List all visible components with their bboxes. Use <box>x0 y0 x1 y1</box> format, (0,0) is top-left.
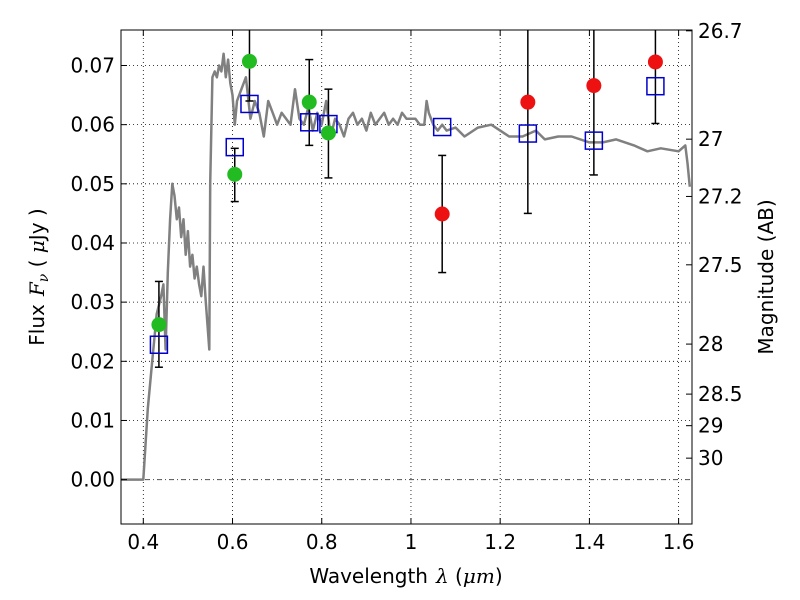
y-tick-label: 0.02 <box>70 349 115 373</box>
y2-axis-label: Magnitude (AB) <box>754 199 778 354</box>
model-point <box>518 124 538 143</box>
model-point <box>646 76 665 96</box>
model-point <box>240 94 259 114</box>
y-axis-label-subscript: ν <box>36 273 52 282</box>
nir-point <box>586 78 602 94</box>
nir-point <box>647 54 663 70</box>
y-axis-label-symbol: F <box>25 281 49 297</box>
mag-tick-label: 29 <box>698 414 723 438</box>
spectrum-line <box>121 52 692 481</box>
y-tick-label: 0.06 <box>70 113 115 137</box>
optical-point <box>320 125 336 141</box>
x-tick-label: 1 <box>405 530 418 554</box>
y-tick-label: 0.01 <box>70 408 115 432</box>
x-tick-label: 1.6 <box>663 530 695 554</box>
nir-point <box>434 206 450 222</box>
mag-tick-label: 30 <box>698 446 723 470</box>
mag-tick-label: 28 <box>698 332 723 356</box>
mag-tick-label: 27.5 <box>698 253 743 277</box>
optical-point <box>227 166 243 182</box>
x-tick-label: 0.8 <box>306 530 338 554</box>
model-point <box>149 335 169 354</box>
x-tick-label: 1.2 <box>484 530 516 554</box>
x-axis-label-unit-open: ( <box>449 564 463 588</box>
mag-tick-label: 28.5 <box>698 382 743 406</box>
y-tick-label: 0.00 <box>70 468 115 492</box>
mag-tick-label: 27.2 <box>698 184 743 208</box>
tick-labels: 0.4 0.6 0.8 1 1.2 1.4 1.6 0.00 0.01 0.02 0.03 0.04 0… <box>70 19 742 554</box>
x-axis-label-unit-close: ) <box>495 564 503 588</box>
y-axis-label-text: Flux <box>25 304 49 346</box>
nir-point <box>520 94 536 110</box>
y-tick-label: 0.04 <box>70 231 115 255</box>
x-axis-label: Wavelength λ (μm) <box>309 564 502 588</box>
model-point <box>432 117 452 137</box>
y-axis-label-unit-open: ( <box>25 253 49 274</box>
y-axis-label-unit-rest: Jy ) <box>25 208 49 242</box>
x-tick-label: 0.6 <box>217 530 249 554</box>
x-axis-label-symbol: λ <box>435 564 449 588</box>
y-tick-label: 0.05 <box>70 172 115 196</box>
optical-point <box>301 94 317 110</box>
y-axis-label: Flux Fν ( μJy ) <box>25 208 52 345</box>
plot-frame <box>120 29 693 525</box>
y-tick-label: 0.07 <box>70 53 115 77</box>
x-axis-label-unit: μm <box>463 564 495 588</box>
ticks <box>121 30 692 524</box>
x-tick-label: 0.4 <box>127 530 159 554</box>
model-point <box>584 131 604 150</box>
x-axis-label-text: Wavelength <box>309 564 428 588</box>
x-tick-label: 1.4 <box>573 530 605 554</box>
obs-points <box>151 53 663 333</box>
optical-point <box>151 317 167 333</box>
model-point <box>300 113 319 132</box>
mag-tick-label: 26.7 <box>698 19 743 43</box>
spectrum-layer <box>121 52 692 481</box>
optical-point <box>241 53 257 69</box>
y-tick-label: 0.03 <box>70 290 115 314</box>
y-axis-label-unit: μ <box>25 240 49 253</box>
model-point <box>225 137 245 157</box>
mag-tick-label: 27 <box>698 127 723 151</box>
